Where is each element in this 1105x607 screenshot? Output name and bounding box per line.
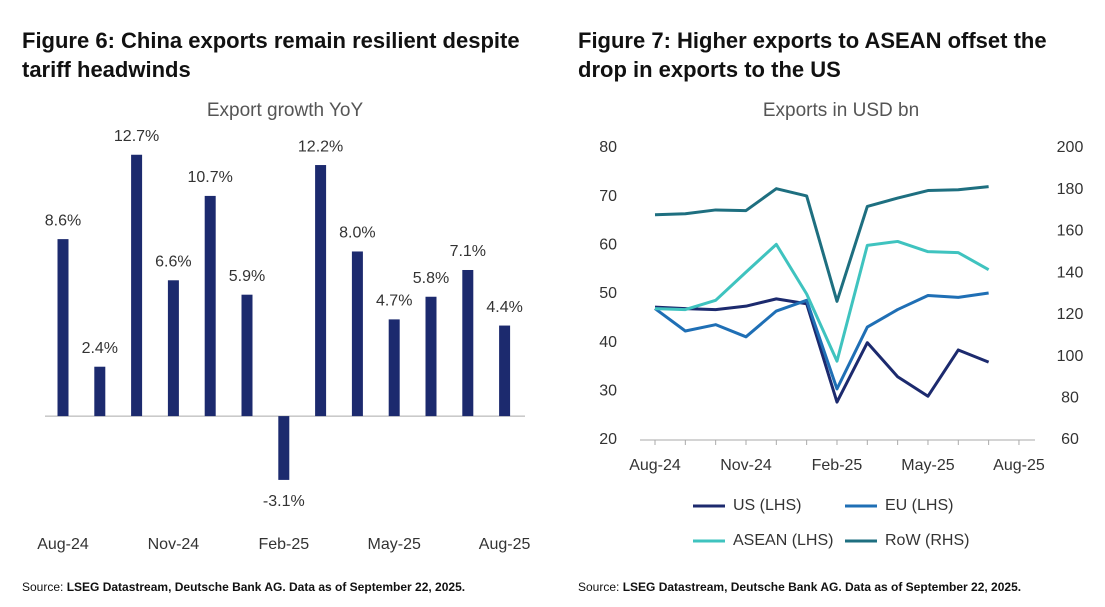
source-label: Source: [578,580,620,594]
y-tick-label: 80 [599,139,617,156]
legend-label: RoW (RHS) [885,532,969,549]
x-tick-label: Aug-25 [479,536,531,553]
chart: Export growth YoY 8.6% Aug-24 2.4% 12.7% 6.6… [37,100,531,553]
x-tick-label: Aug-25 [993,457,1045,474]
x-tick-label: Feb-25 [812,457,863,474]
bar [204,195,216,417]
data-label: 12.7% [114,128,159,145]
bar [57,239,69,417]
line [654,297,990,404]
data-label: 4.7% [376,293,412,310]
x-tick-label: Nov-24 [720,457,772,474]
bar [94,366,106,417]
bar [167,280,179,417]
y2-tick-label: 200 [1057,139,1084,156]
y-tick-label: 50 [599,285,617,302]
figure-heading: Figure 7: Higher exports to ASEAN offset… [578,28,1047,82]
line [654,185,989,303]
bar [499,325,511,417]
y2-tick-label: 180 [1057,181,1084,198]
y2-tick-label: 100 [1057,348,1084,365]
data-label: 6.6% [155,254,191,271]
source: Source: LSEG Datastream, Deutsche Bank A… [22,580,465,594]
data-label: 8.0% [339,225,375,242]
x-tick-label: May-25 [901,457,954,474]
line [654,291,989,391]
data-label: 8.6% [45,212,81,229]
x-tick-label: Aug-24 [37,536,89,553]
source-text: LSEG Datastream, Deutsche Bank AG. Data … [622,580,1022,594]
bar [351,251,363,417]
bar [278,416,290,480]
data-label: 4.4% [486,299,522,316]
line [654,239,990,363]
y-tick-label: 30 [599,383,617,400]
bar [425,296,437,417]
data-label: 7.1% [450,243,486,260]
x-tick-label: Feb-25 [258,536,309,553]
chart: Exports in USD bn 20 30 40 50 60 70 80 60 80 100 1… [599,100,1084,549]
bar [462,269,474,417]
chart-title: Export growth YoY [207,100,364,121]
y2-tick-label: 140 [1057,264,1084,281]
x-tick-label: Aug-24 [629,457,681,474]
chart-title: Exports in USD bn [763,100,919,121]
bar [241,294,253,417]
y2-tick-label: 160 [1057,223,1084,240]
bar [388,319,400,417]
bar [131,154,143,417]
bar [315,165,327,417]
y-tick-label: 40 [599,334,617,351]
data-label: 5.9% [229,268,265,285]
y2-tick-label: 60 [1061,431,1079,448]
data-label: 10.7% [188,169,233,186]
data-label: 12.2% [298,138,343,155]
y-tick-label: 70 [599,188,617,205]
legend-label: US (LHS) [733,497,801,514]
x-tick-label: May-25 [368,536,421,553]
figure-heading: Figure 6: China exports remain resilient… [22,28,520,82]
source-text: LSEG Datastream, Deutsche Bank AG. Data … [66,580,466,594]
source: Source: LSEG Datastream, Deutsche Bank A… [578,580,1021,594]
y2-tick-label: 80 [1061,390,1079,407]
source-label: Source: [22,580,64,594]
y-tick-label: 20 [599,431,617,448]
x-tick-label: Nov-24 [148,536,200,553]
data-label: 2.4% [82,340,118,357]
y2-tick-label: 120 [1057,306,1084,323]
legend-label: EU (LHS) [885,497,953,514]
y-tick-label: 60 [599,237,617,254]
data-label: 5.8% [413,270,449,287]
data-label: -3.1% [263,493,305,510]
legend-label: ASEAN (LHS) [733,532,833,549]
